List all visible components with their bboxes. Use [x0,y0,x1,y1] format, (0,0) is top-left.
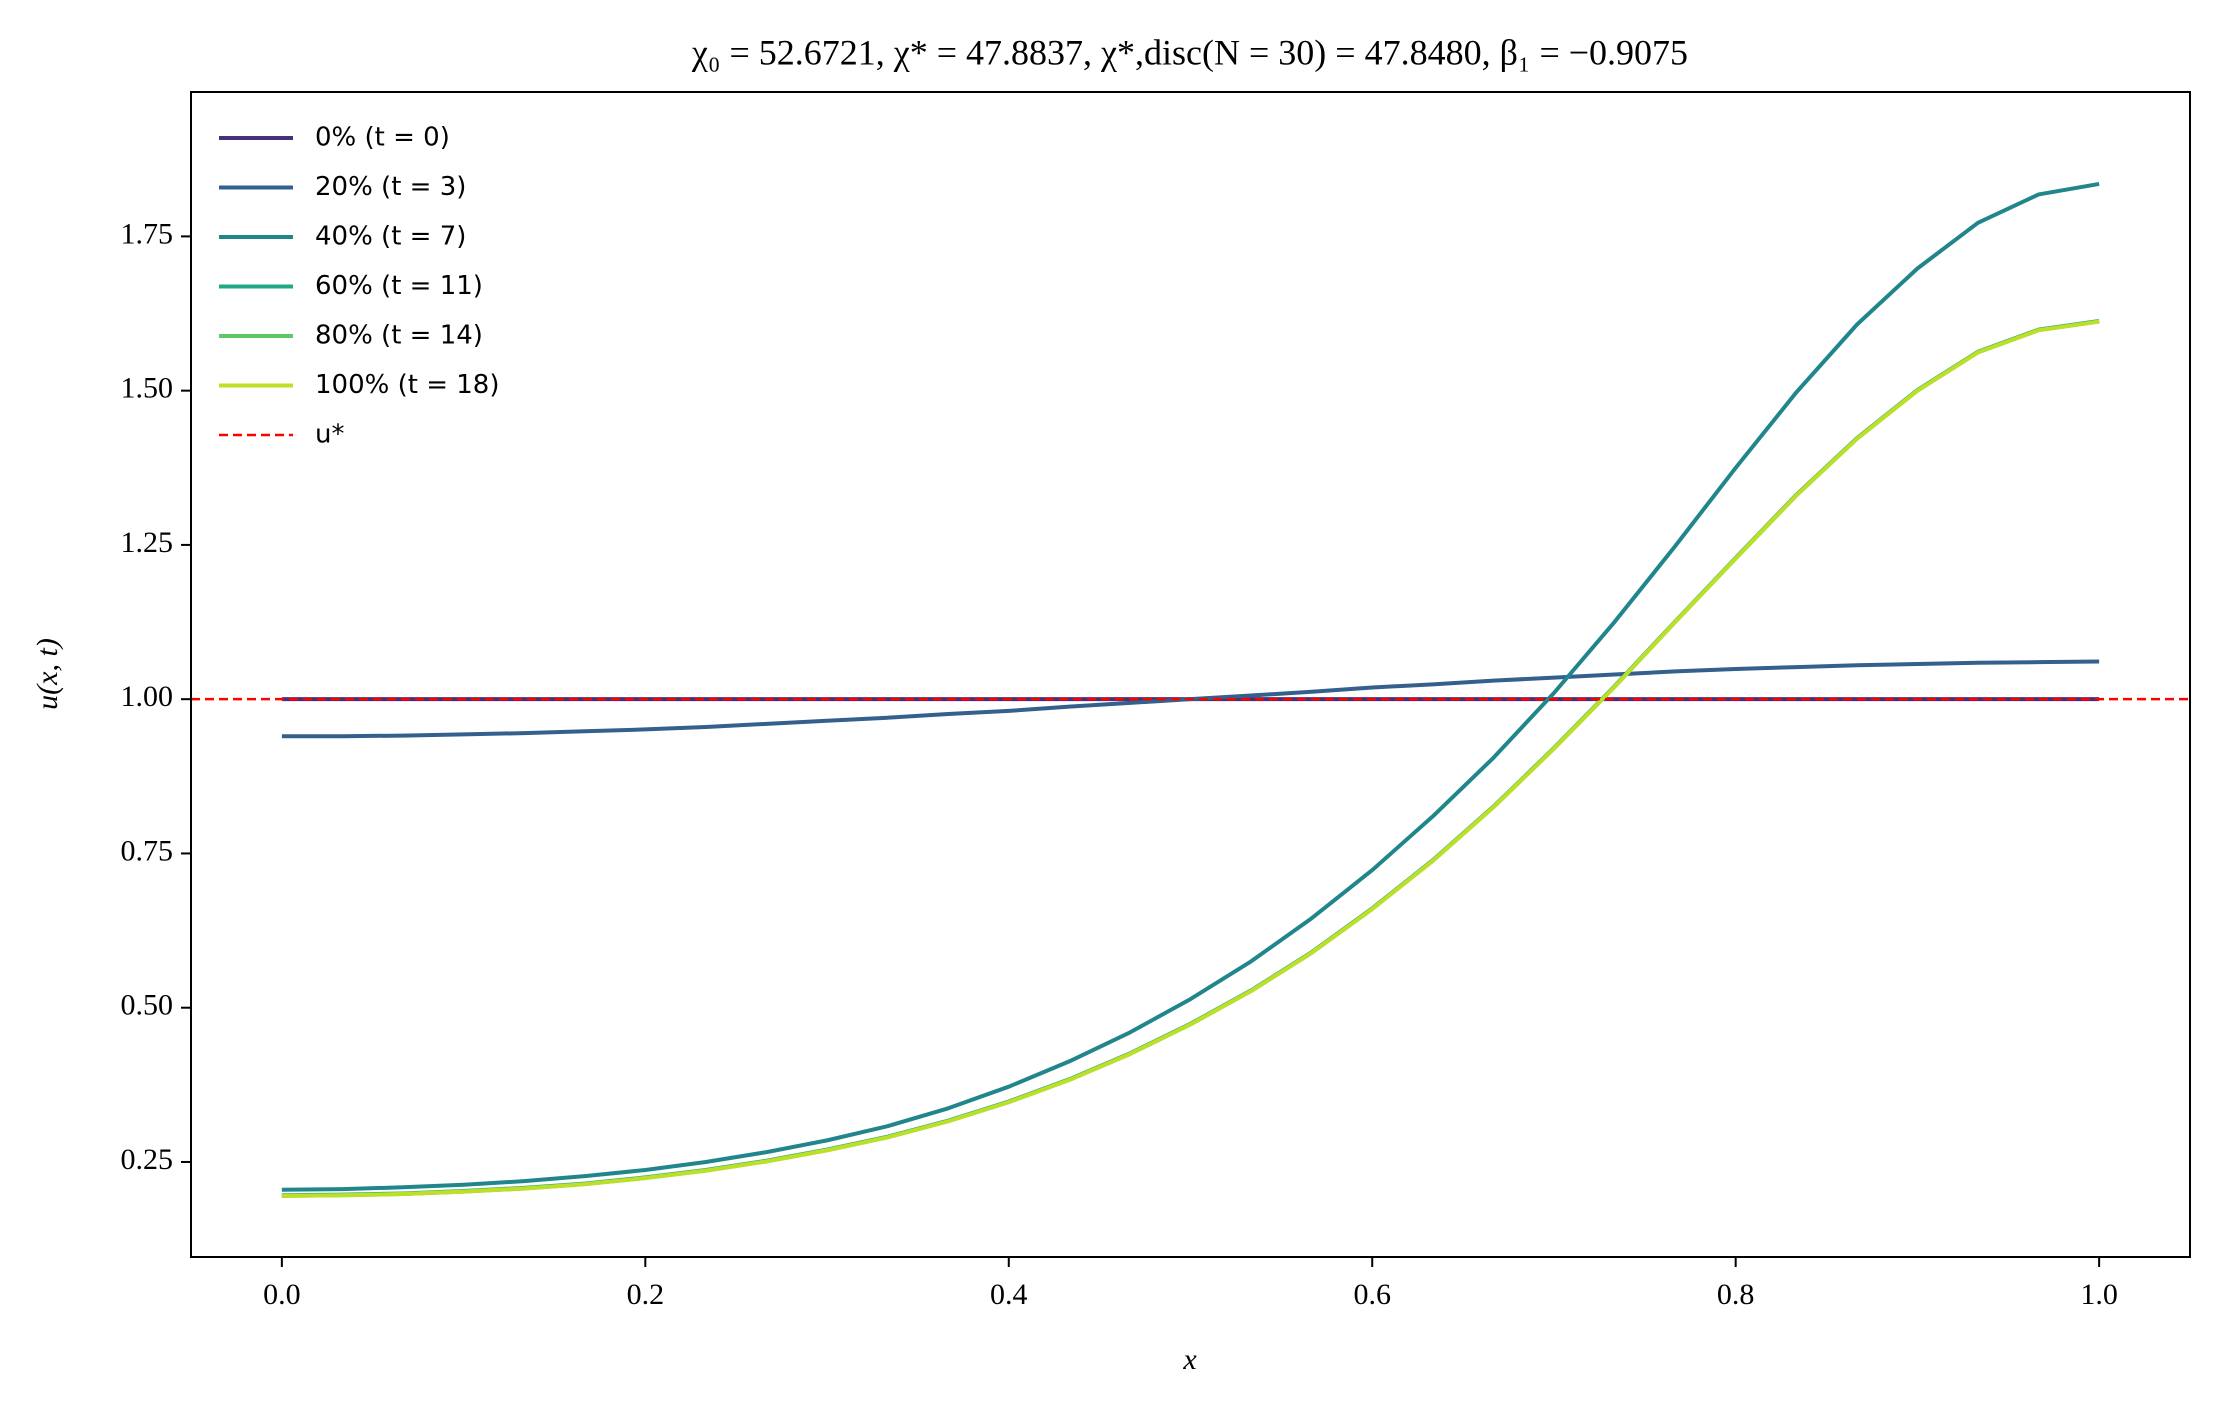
series-line [281,319,2100,1198]
y-tick-label: 0.25 [121,1143,174,1176]
y-axis-label: u(x, t) [31,638,64,710]
x-tick-label: 1.0 [2080,1278,2118,1311]
legend-label: 40% (t = 7) [315,222,466,252]
legend-label: 100% (t = 18) [315,370,499,400]
x-axis-label: x [1182,1343,1197,1376]
x-tick-label: 0.6 [1353,1278,1391,1311]
legend-label: 20% (t = 3) [315,172,466,202]
x-tick-label: 0.0 [263,1278,301,1311]
series-line [281,319,2100,1198]
chart-title: χ₀ = 52.6721, χ* = 47.8837, χ*,disc(N = … [691,32,1688,72]
x-tick-label: 0.8 [1717,1278,1755,1311]
y-tick-label: 0.50 [121,989,174,1022]
y-tick-label: 1.50 [121,372,174,405]
legend-label: 80% (t = 14) [315,321,483,351]
plot-frame [190,91,2191,1258]
y-tick-label: 1.25 [121,526,174,559]
series-line [281,181,2100,1192]
x-tick-label: 0.2 [627,1278,665,1311]
legend-label: u* [315,420,344,450]
legend-label: 60% (t = 11) [315,271,483,301]
legend-label: 0% (t = 0) [315,123,450,153]
y-tick-label: 1.00 [121,680,174,713]
x-tick-label: 0.4 [990,1278,1028,1311]
y-tick-label: 0.75 [121,834,174,867]
y-tick-label: 1.75 [121,217,174,250]
series-line [281,318,2100,1198]
